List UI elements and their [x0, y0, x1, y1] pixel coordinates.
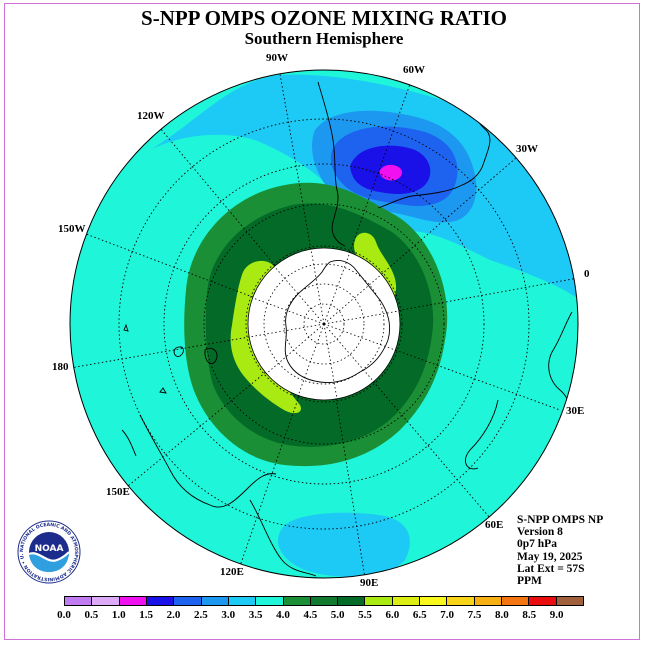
colorbar-tick-label: 4.5: [303, 609, 318, 621]
inner-graticule: [248, 248, 400, 400]
lon-label-150e: 150E: [106, 486, 130, 498]
colorbar-segment: [201, 597, 229, 605]
colorbar-segment: [338, 597, 366, 605]
lon-label-180: 180: [52, 361, 69, 373]
colorbar-segment: [146, 597, 175, 605]
lon-label-30w: 30W: [516, 143, 538, 155]
colorbar-tick-label: 6.5: [412, 609, 427, 621]
colorbar-tick-label: 0.0: [57, 609, 71, 621]
lat-ext-label: Lat Ext = 57S: [517, 562, 585, 575]
antarctica-coastline: [284, 259, 391, 383]
colorbar-segment: [228, 597, 257, 605]
colorbar-tick-label: 8.0: [495, 609, 509, 621]
lon-label-90w: 90W: [266, 52, 288, 64]
colorbar-tick-label: 0.5: [84, 609, 99, 621]
colorbar-segment: [529, 597, 557, 605]
colorbar-tick-label: 2.0: [166, 609, 181, 621]
colorbar: [64, 596, 584, 606]
south-pole-marker: [322, 322, 326, 326]
date-label: May 19, 2025: [517, 550, 583, 563]
colorbar-tick-label: 6.0: [385, 609, 400, 621]
colorbar-tick-label: 3.5: [248, 609, 263, 621]
colorbar-tick-label: 4.0: [276, 609, 290, 621]
noaa-logo: NATIONAL OCEANIC AND ATMOSPHERIC ADMINIS…: [17, 520, 81, 584]
colorbar-segment: [474, 597, 502, 605]
field-band-3-0-3-5-south: [277, 512, 410, 577]
noaa-logo-text: NOAA: [35, 544, 64, 554]
colorbar-segment: [65, 597, 93, 605]
colorbar-segment: [92, 597, 120, 605]
colorbar-segment: [447, 597, 475, 605]
colorbar-tick-label: 5.5: [358, 609, 372, 621]
colorbar-ticks: 0.0 0.5 1.0 1.5 2.0 2.5 3.0 3.5 4.0 4.5 5.0 5.5 6.0 6…: [57, 609, 584, 623]
instrument-label: S-NPP OMPS NP: [517, 514, 604, 526]
colorbar-tick-label: 1.5: [139, 609, 153, 621]
map-disk-outline: [69, 69, 579, 579]
colorbar-tick-label: 2.5: [193, 609, 208, 621]
colorbar-segment: [283, 597, 311, 605]
figure-frame: [4, 3, 640, 640]
colorbar-segment: [119, 597, 147, 605]
colorbar-tick-label: 7.0: [440, 609, 455, 621]
lon-label-120w: 120W: [137, 110, 165, 122]
lon-label-60w: 60W: [403, 64, 425, 76]
colorbar-segment: [420, 597, 448, 605]
colorbar-segment: [310, 597, 339, 605]
colorbar-tick-label: 8.5: [522, 609, 537, 621]
page-title: S-NPP OMPS OZONE MIXING RATIO: [141, 6, 507, 30]
colorbar-segment: [502, 597, 530, 605]
colorbar-tick-label: 1.0: [111, 609, 126, 621]
info-panel: S-NPP OMPS NP Version 8 0p7 hPa May 19, …: [517, 514, 603, 587]
colorbar-segment: [365, 597, 393, 605]
page-subtitle: Southern Hemisphere: [244, 29, 404, 48]
colorbar-segment: [174, 597, 202, 605]
field-band-5-0-5-5-west: [230, 260, 301, 414]
colorbar-segment: [392, 597, 421, 605]
graticule: [70, 73, 578, 578]
lon-label-120e: 120E: [220, 566, 244, 578]
lon-label-60e: 60E: [485, 519, 503, 531]
lon-label-150w: 150W: [58, 223, 86, 235]
colorbar-tick-label: 9.0: [549, 609, 564, 621]
colorbar-segment: [556, 597, 583, 605]
units-label: PPM: [517, 575, 542, 588]
version-label: Version 8: [517, 526, 563, 539]
colorbar-tick-label: 3.0: [221, 609, 236, 621]
lon-label-90e: 90E: [360, 577, 378, 589]
pressure-label: 0p7 hPa: [517, 538, 557, 551]
colorbar-tick-label: 7.5: [467, 609, 482, 621]
lon-label-30e: 30E: [566, 405, 584, 417]
lon-label-0: 0: [584, 268, 590, 280]
colorbar-segment: [256, 597, 284, 605]
colorbar-tick-label: 5.0: [330, 609, 345, 621]
